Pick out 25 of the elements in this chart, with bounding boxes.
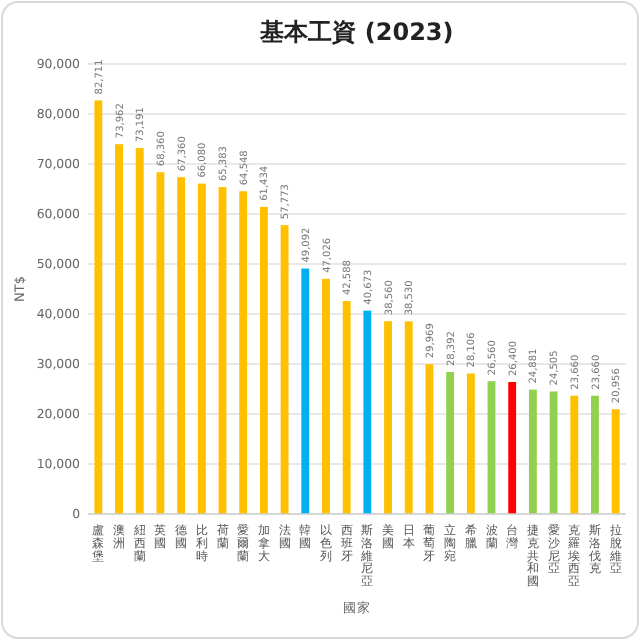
bar bbox=[611, 409, 620, 514]
bar bbox=[177, 177, 186, 514]
bar bbox=[549, 391, 558, 514]
bar bbox=[508, 382, 517, 514]
bar bbox=[363, 310, 372, 514]
bar bbox=[591, 395, 599, 514]
bar bbox=[197, 183, 206, 514]
bar bbox=[259, 206, 268, 514]
bar bbox=[404, 321, 413, 514]
bar bbox=[570, 395, 579, 514]
bar bbox=[280, 225, 289, 514]
chart-title: 基本工資 (2023) bbox=[258, 18, 454, 46]
bar bbox=[301, 268, 310, 514]
bar bbox=[342, 301, 351, 514]
bar bbox=[239, 191, 248, 514]
bar bbox=[135, 148, 144, 514]
bar bbox=[466, 373, 475, 514]
bar bbox=[115, 144, 123, 514]
bar bbox=[446, 372, 455, 514]
bar bbox=[94, 100, 103, 514]
bar bbox=[425, 364, 434, 514]
bar bbox=[322, 278, 330, 514]
bar bbox=[384, 321, 392, 514]
bar bbox=[528, 389, 537, 514]
bar bbox=[156, 172, 165, 514]
